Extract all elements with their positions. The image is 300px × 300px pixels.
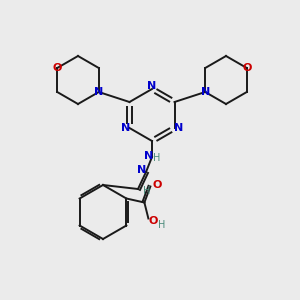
Text: H: H — [153, 153, 161, 163]
Text: N: N — [94, 87, 104, 97]
Text: N: N — [137, 165, 147, 175]
Text: N: N — [201, 87, 210, 97]
Text: O: O — [149, 215, 158, 226]
Text: H: H — [143, 186, 151, 196]
Text: O: O — [52, 63, 62, 73]
Text: H: H — [158, 220, 165, 230]
Text: O: O — [153, 179, 162, 190]
Text: N: N — [121, 123, 130, 133]
Text: O: O — [242, 63, 251, 73]
Text: N: N — [147, 81, 157, 91]
Text: N: N — [144, 151, 154, 161]
Text: N: N — [174, 123, 183, 133]
